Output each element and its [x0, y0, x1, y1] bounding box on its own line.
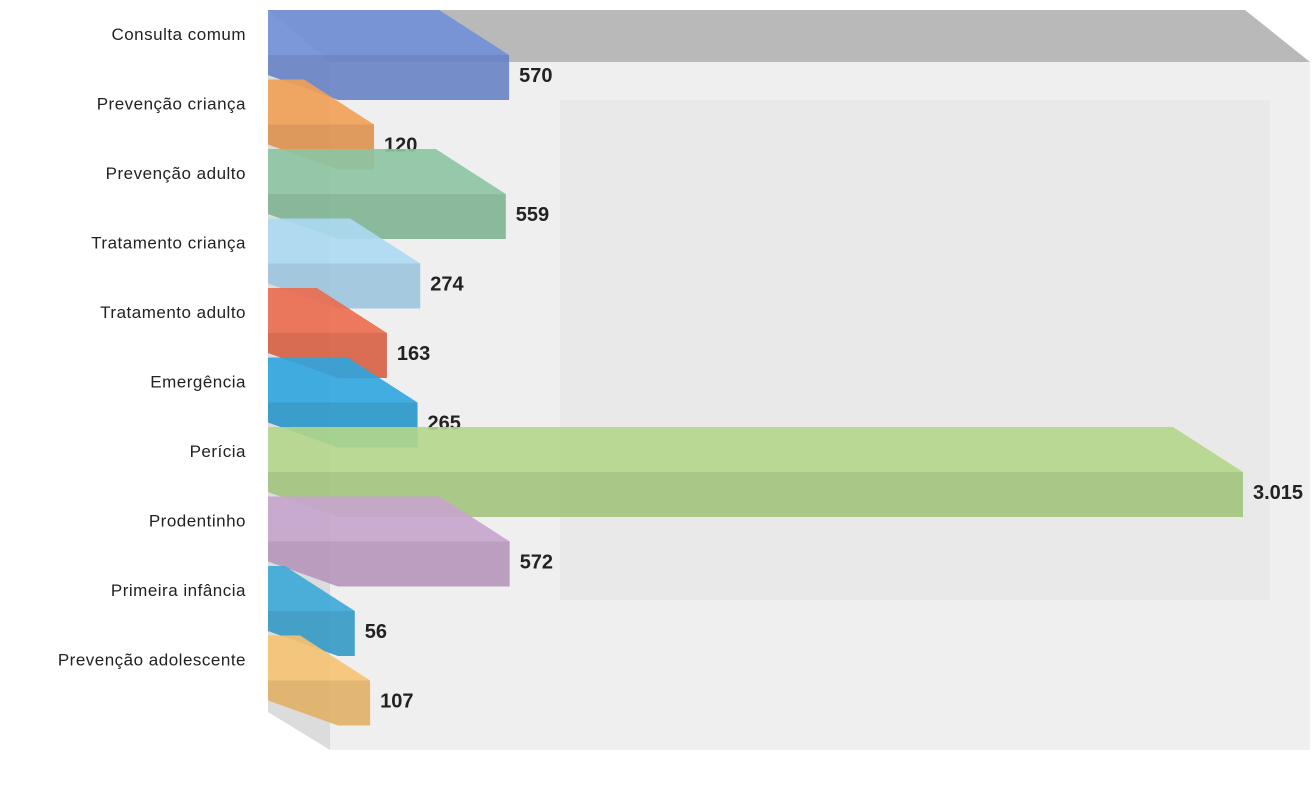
bar-front-shade — [268, 680, 371, 726]
value-label: 559 — [516, 204, 549, 226]
bar — [268, 79, 375, 170]
category-label: Prevenção adulto — [106, 164, 246, 183]
bar-front-shade — [268, 263, 421, 309]
panel-photo — [560, 100, 1270, 600]
category-label: Perícia — [190, 442, 246, 461]
value-label: 56 — [365, 621, 387, 643]
value-label: 3.015 — [1253, 482, 1303, 504]
bar — [268, 149, 506, 239]
value-label: 572 — [520, 552, 553, 574]
category-label: Tratamento criança — [91, 234, 246, 253]
value-label: 163 — [397, 343, 430, 365]
bar-front-shade — [268, 55, 510, 100]
bar — [268, 635, 371, 726]
value-label: 570 — [519, 65, 552, 87]
bar-front-shade — [268, 611, 355, 656]
category-label: Emergência — [150, 373, 246, 392]
category-label: Prodentinho — [149, 512, 246, 531]
bar — [268, 218, 421, 309]
category-label: Primeira infância — [111, 581, 246, 600]
bar — [268, 357, 418, 448]
bar — [268, 566, 355, 656]
bar — [268, 496, 510, 587]
category-label: Prevenção criança — [97, 95, 246, 114]
bar — [268, 288, 387, 378]
bar — [268, 10, 510, 100]
category-label: Tratamento adulto — [100, 303, 246, 322]
bar-front-shade — [268, 541, 510, 587]
value-label: 107 — [380, 691, 413, 713]
bar — [268, 427, 1243, 517]
category-label: Prevenção adolescente — [58, 651, 246, 670]
value-label: 274 — [430, 274, 464, 296]
panel-top — [268, 10, 1310, 62]
category-label: Consulta comum — [111, 25, 246, 44]
bar-front-shade — [268, 472, 1243, 517]
